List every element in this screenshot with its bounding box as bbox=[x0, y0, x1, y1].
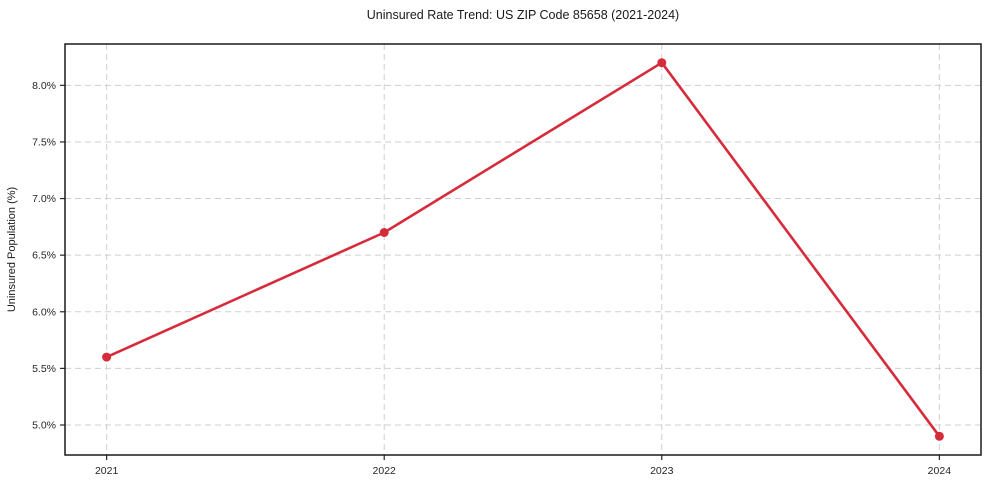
x-tick-labels: 2021 2022 2023 2024 bbox=[95, 465, 951, 477]
plot-area: 5.0% 5.5% 6.0% 6.5% 7.0% 7.5% 8.0% 2021 2022 2023… bbox=[32, 43, 982, 477]
x-tick-label: 2021 bbox=[95, 465, 119, 477]
y-tick-label: 7.5% bbox=[32, 136, 56, 148]
y-tick-labels: 5.0% 5.5% 6.0% 6.5% 7.0% 7.5% 8.0% bbox=[32, 80, 56, 432]
data-point-2022 bbox=[379, 228, 389, 237]
y-axis-label: Uninsured Population (%) bbox=[6, 187, 18, 312]
y-tick-label: 5.0% bbox=[32, 419, 56, 431]
plot-border bbox=[64, 43, 982, 456]
y-tick-label: 8.0% bbox=[32, 80, 56, 92]
y-tick-label: 6.0% bbox=[32, 306, 56, 318]
x-tick-label: 2024 bbox=[928, 465, 952, 477]
trend-line bbox=[105, 61, 941, 438]
x-tick-label: 2022 bbox=[373, 465, 397, 477]
y-tick-label: 5.5% bbox=[32, 363, 56, 375]
data-point-2024 bbox=[934, 431, 944, 441]
axis-tick-marks bbox=[60, 84, 940, 460]
y-tick-label: 7.0% bbox=[32, 193, 56, 205]
chart-title: Uninsured Rate Trend: US ZIP Code 85658 … bbox=[367, 8, 679, 22]
gridlines bbox=[65, 44, 981, 455]
x-tick-label: 2023 bbox=[650, 465, 674, 477]
data-point-2021 bbox=[102, 352, 112, 362]
y-tick-label: 6.5% bbox=[32, 250, 56, 262]
data-point-2023 bbox=[657, 58, 667, 68]
